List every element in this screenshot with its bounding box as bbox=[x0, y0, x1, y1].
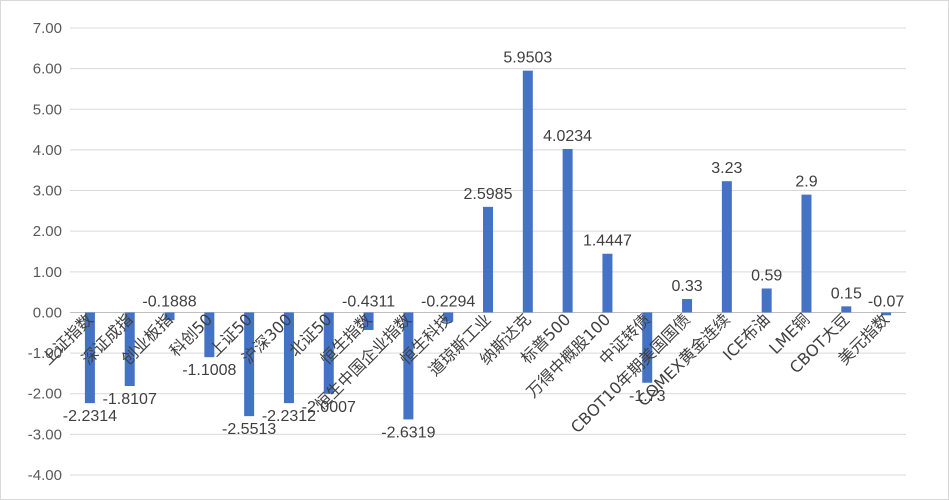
bar bbox=[881, 312, 892, 316]
bar bbox=[801, 194, 812, 313]
data-label: -2.6319 bbox=[381, 424, 435, 441]
data-label: -0.4311 bbox=[342, 293, 395, 310]
bar bbox=[363, 312, 374, 330]
data-label: 0.33 bbox=[671, 278, 702, 295]
bar bbox=[721, 181, 732, 313]
data-label: -0.1888 bbox=[142, 293, 196, 310]
bar bbox=[682, 299, 693, 313]
data-label: -0.07 bbox=[868, 293, 905, 310]
y-tick-label: -2.00 bbox=[28, 386, 62, 403]
bars bbox=[84, 70, 892, 420]
data-label: 3.23 bbox=[711, 160, 742, 177]
y-tick-label: 0.00 bbox=[33, 304, 62, 321]
bar bbox=[642, 312, 653, 383]
y-axis-tick-labels: -4.00 -3.00 -2.00 -1.00 0.00 1.00 2.00 3.00 4.00… bbox=[28, 20, 62, 484]
bar bbox=[84, 312, 95, 404]
data-label: 2.9 bbox=[795, 174, 817, 191]
y-tick-label: 4.00 bbox=[33, 142, 62, 159]
bar bbox=[761, 288, 772, 313]
y-tick-label: -4.00 bbox=[28, 467, 62, 484]
y-tick-label: -3.00 bbox=[28, 426, 62, 443]
data-label: -0.2294 bbox=[421, 293, 475, 310]
y-tick-label: 5.00 bbox=[33, 101, 62, 118]
y-tick-label: 7.00 bbox=[33, 20, 62, 37]
bar bbox=[522, 70, 533, 313]
bar bbox=[483, 206, 493, 313]
data-label: -2.0007 bbox=[302, 399, 356, 416]
y-tick-label: -1.00 bbox=[28, 345, 62, 362]
bar bbox=[323, 312, 334, 394]
data-label: -2.2314 bbox=[63, 408, 117, 425]
bar bbox=[403, 312, 414, 420]
category-labels: 上证指数深证成指创业板指科创50上证50沪深300北证50恒生指数恒生中国企业指… bbox=[38, 310, 893, 437]
bar bbox=[124, 312, 135, 387]
data-labels: -2.2314-1.8107 -0.1888 -1.1008 -2.5513-2.23… bbox=[63, 50, 905, 442]
bar bbox=[443, 312, 454, 322]
y-tick-label: 2.00 bbox=[33, 223, 62, 240]
data-label: -2.2312 bbox=[262, 408, 316, 425]
y-tick-label: 3.00 bbox=[33, 183, 62, 200]
data-label: 0.15 bbox=[831, 285, 862, 302]
data-label: -1.73 bbox=[629, 388, 666, 405]
bar bbox=[602, 253, 613, 313]
bar bbox=[164, 312, 175, 321]
data-label: 0.59 bbox=[751, 267, 782, 284]
bar bbox=[244, 312, 255, 417]
data-label: 4.0234 bbox=[543, 128, 592, 145]
data-label: -1.8107 bbox=[103, 391, 157, 408]
bar bbox=[841, 306, 852, 313]
bar bbox=[204, 312, 215, 358]
bar bbox=[283, 312, 294, 404]
data-label: -1.1008 bbox=[182, 362, 236, 379]
data-label: -2.5513 bbox=[222, 421, 276, 438]
gridlines bbox=[70, 27, 906, 476]
data-label: 2.5985 bbox=[464, 186, 513, 203]
data-label: 5.9503 bbox=[503, 50, 552, 67]
bar bbox=[562, 148, 573, 313]
data-label: 1.4447 bbox=[583, 233, 632, 250]
y-tick-label: 6.00 bbox=[33, 61, 62, 78]
y-tick-label: 1.00 bbox=[33, 264, 62, 281]
